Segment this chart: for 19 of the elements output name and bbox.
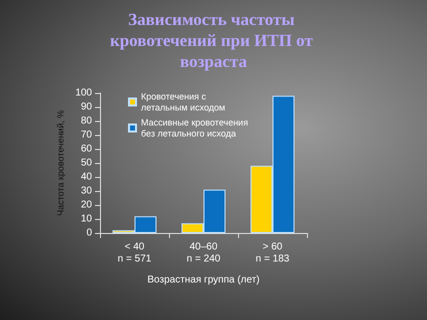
y-tick-label: 30 — [80, 186, 92, 196]
y-tick-label: 90 — [80, 102, 92, 112]
legend-label: Массивные кровотечения без летального исхода — [141, 118, 248, 138]
x-axis-title: Возрастная группа (лет) — [147, 274, 260, 286]
y-tick-label: 10 — [80, 214, 92, 224]
y-tick-label: 40 — [80, 172, 92, 182]
x-tick-label: > 60 n = 183 — [256, 242, 290, 264]
x-tick-label: 40–60 n = 240 — [186, 242, 221, 264]
chart-title: Зависимость частоты кровотечений при ИТП от возраста — [110, 10, 318, 71]
y-tick-label: 70 — [80, 130, 92, 140]
y-tick-label: 20 — [80, 200, 92, 210]
legend-label: Кровотечения с летальным исходом — [141, 92, 226, 112]
y-axis-title: Частота кровотечений, % — [56, 110, 66, 216]
y-tick-label: 0 — [86, 228, 92, 238]
x-tick-label: < 40 n = 571 — [118, 242, 152, 264]
y-tick-label: 80 — [80, 116, 92, 126]
y-tick-label: 60 — [80, 144, 92, 154]
y-tick-label: 50 — [80, 158, 92, 168]
y-tick-label: 100 — [75, 88, 92, 98]
